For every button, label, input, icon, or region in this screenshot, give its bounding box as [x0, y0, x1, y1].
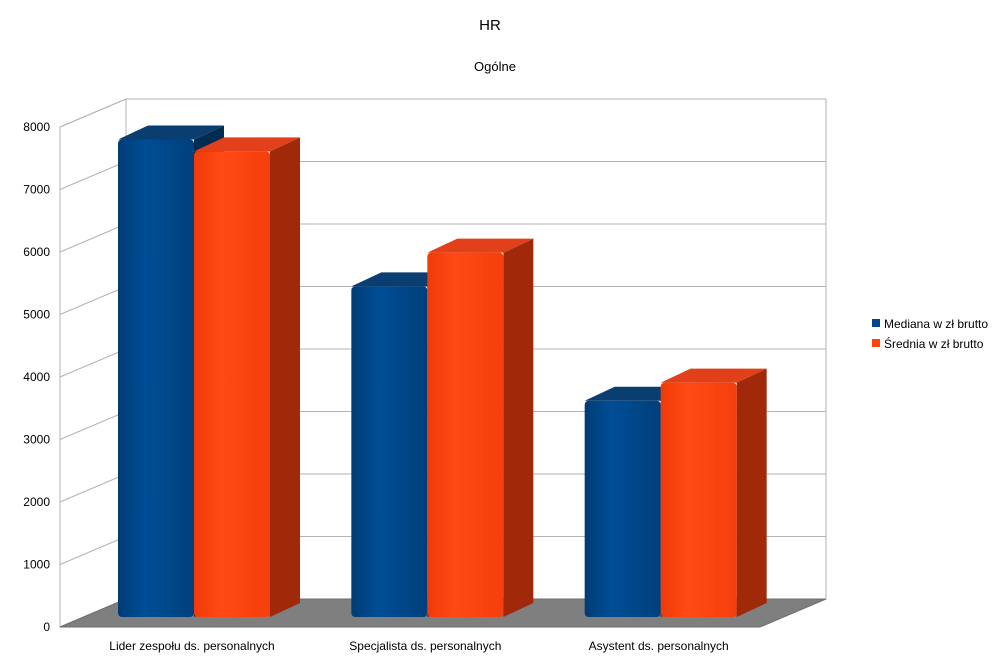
y-tick-label: 8000 [23, 120, 50, 134]
bar-side [736, 368, 767, 617]
x-tick-label: Asystent ds. personalnych [589, 639, 729, 653]
y-tick-label: 3000 [23, 433, 50, 447]
bar-front [660, 382, 737, 617]
gridline-side [59, 536, 127, 565]
legend-label: Średnia w zł brutto [884, 336, 984, 351]
bar [194, 137, 300, 617]
gridline-side [59, 161, 127, 190]
chart-title: HR [479, 17, 501, 34]
bar [660, 368, 767, 617]
bar [427, 238, 534, 617]
legend-swatch [872, 319, 880, 327]
gridline-side [59, 473, 127, 503]
bar-front [194, 151, 270, 617]
legend-label: Mediana w zł brutto [884, 317, 988, 331]
x-tick-label: Specjalista ds. personalnych [349, 639, 501, 653]
x-tick-label: Lider zespołu ds. personalnych [109, 639, 274, 653]
bar-top [427, 238, 534, 253]
bar-front [351, 286, 428, 617]
gridline-side [59, 286, 127, 315]
gridline-side [59, 223, 127, 253]
y-tick-label: 2000 [23, 495, 50, 509]
bar-side [503, 238, 534, 617]
y-tick-label: 6000 [23, 245, 50, 259]
bar-top [118, 125, 224, 140]
legend: Mediana w zł brutto Średnia w zł brutto [872, 317, 988, 351]
bar-side [270, 137, 300, 617]
chart-subtitle: Ogólne [474, 59, 516, 74]
y-tick-label: 1000 [23, 558, 50, 572]
legend-swatch [872, 339, 880, 347]
bar-top [194, 137, 300, 152]
gridline-side [59, 411, 127, 440]
y-tick-label: 5000 [23, 308, 50, 322]
y-tick-label: 7000 [23, 183, 50, 197]
gridline-side [59, 348, 127, 378]
y-tick-label: 4000 [23, 370, 50, 384]
bar-front [118, 139, 194, 617]
bar-front [584, 400, 661, 617]
gridline-side [59, 98, 127, 128]
bar-front [427, 252, 504, 617]
y-tick-label: 0 [43, 620, 50, 634]
bar-top [660, 368, 767, 383]
